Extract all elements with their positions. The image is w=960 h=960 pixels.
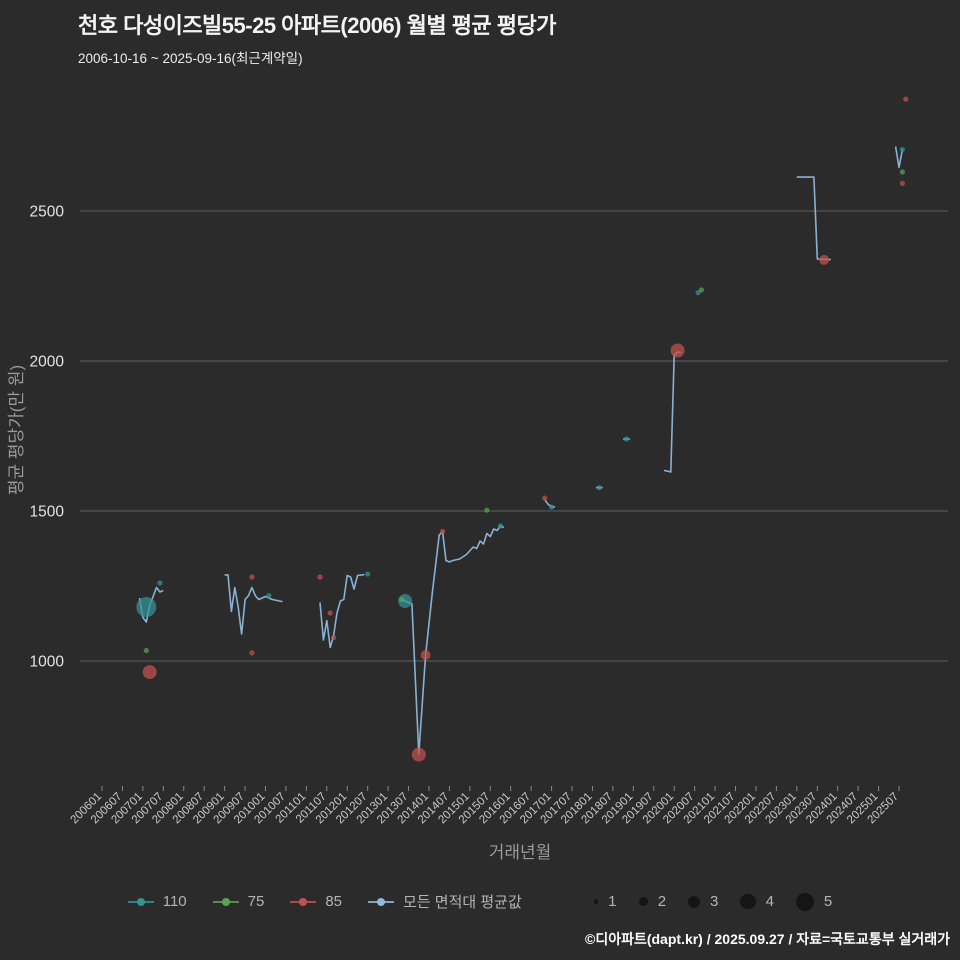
- legend-label: 110: [162, 893, 187, 910]
- chart-header: 천호 다성이즈빌55-25 아파트(2006) 월별 평균 평당가 2006-1…: [78, 8, 557, 67]
- avg-price-line-segment: [796, 176, 831, 261]
- legend-marker-icon: [212, 897, 239, 906]
- size-dot-icon: [593, 899, 599, 904]
- data-point-series-2: [331, 635, 337, 641]
- y-tick-label: 2500: [30, 204, 65, 221]
- avg-price-line-segment: [319, 573, 365, 649]
- size-dot-icon: [795, 892, 814, 911]
- size-label: 1: [608, 893, 617, 910]
- data-point-series-2: [819, 254, 830, 265]
- data-point-series-1: [899, 169, 906, 175]
- legend-label: 75: [247, 893, 265, 910]
- date-range-subtitle: 2006-10-16 ~ 2025-09-16(최근계약일): [78, 51, 303, 66]
- size-dot-icon: [740, 893, 756, 910]
- size-legend-item-1: 1: [593, 893, 617, 910]
- x-axis-title: 거래년월: [489, 843, 552, 862]
- size-label: 3: [710, 893, 719, 910]
- data-point-series-2: [420, 650, 431, 660]
- size-label: 5: [823, 893, 833, 910]
- legend-item-3[interactable]: 모든 면적대 평균값: [368, 891, 522, 912]
- legend-item-0[interactable]: 110: [127, 893, 187, 910]
- legend-item-1[interactable]: 75: [212, 893, 265, 910]
- grid-layer: 1000150020002500200601200607200701200707…: [30, 204, 948, 826]
- data-point-series-2: [440, 528, 446, 535]
- y-tick-label: 1500: [30, 504, 65, 521]
- data-point-series-0: [899, 146, 906, 153]
- avg-price-line-segment: [224, 574, 283, 635]
- data-point-series-0: [266, 593, 272, 599]
- data-point-series-0: [596, 485, 602, 491]
- size-label: 4: [765, 893, 774, 910]
- data-point-series-2: [142, 665, 157, 680]
- size-legend: 1 2 3 4 5: [593, 892, 833, 911]
- data-point-series-2: [670, 343, 685, 358]
- y-tick-label: 1000: [30, 654, 65, 671]
- data-point-series-2: [411, 747, 426, 762]
- avg-price-line-segment: [894, 146, 904, 169]
- y-tick-label: 2000: [30, 354, 65, 371]
- data-point-series-2: [317, 574, 323, 580]
- data-point-series-1: [484, 507, 490, 513]
- avg-price-line-segment: [663, 351, 682, 473]
- data-point-series-1: [399, 596, 405, 603]
- legend-item-2[interactable]: 85: [290, 893, 342, 910]
- data-point-series-0: [157, 580, 163, 586]
- size-legend-item-3: 3: [688, 893, 718, 910]
- page-title: 천호 다성이즈빌55-25 아파트(2006) 월별 평균 평당가: [78, 13, 557, 38]
- data-point-series-0: [497, 523, 504, 529]
- avg-price-line-segment: [401, 525, 505, 755]
- data-point-series-2: [249, 574, 255, 580]
- size-legend-item-5: 5: [795, 892, 833, 911]
- y-axis-title: 평균 평당가(만 원): [7, 365, 26, 495]
- data-point-series-2: [327, 610, 333, 616]
- legend-marker-icon: [368, 897, 395, 906]
- size-label: 2: [657, 893, 667, 910]
- size-legend-item-2: 2: [638, 893, 667, 910]
- legend-label: 모든 면적대 평균값: [403, 894, 522, 911]
- size-dot-icon: [688, 895, 701, 908]
- data-point-series-2: [249, 650, 255, 656]
- data-point-series-2: [903, 96, 909, 102]
- size-legend-item-4: 4: [740, 893, 774, 910]
- data-point-series-2: [899, 180, 906, 186]
- footer-credit: ©디아파트(dapt.kr) / 2025.09.27 / 자료=국토교통부 실…: [585, 931, 950, 947]
- data-point-series-0: [365, 571, 371, 577]
- data-point-series-1: [143, 647, 149, 654]
- data-point-series-0: [136, 597, 157, 617]
- series-layer: [136, 96, 909, 762]
- legend-marker-icon: [127, 897, 154, 906]
- price-chart: 1000150020002500200601200607200701200707…: [7, 96, 948, 862]
- size-dot-icon: [638, 896, 648, 907]
- data-point-series-2: [542, 495, 548, 501]
- legend-marker-icon: [290, 897, 317, 906]
- data-point-series-0: [623, 436, 630, 442]
- data-point-series-0: [549, 504, 555, 510]
- chart-legend: 110 75 85 모든 면적대 평균값 1 2 3 4 5: [0, 891, 960, 912]
- legend-label: 85: [325, 893, 343, 910]
- data-point-series-1: [698, 287, 705, 293]
